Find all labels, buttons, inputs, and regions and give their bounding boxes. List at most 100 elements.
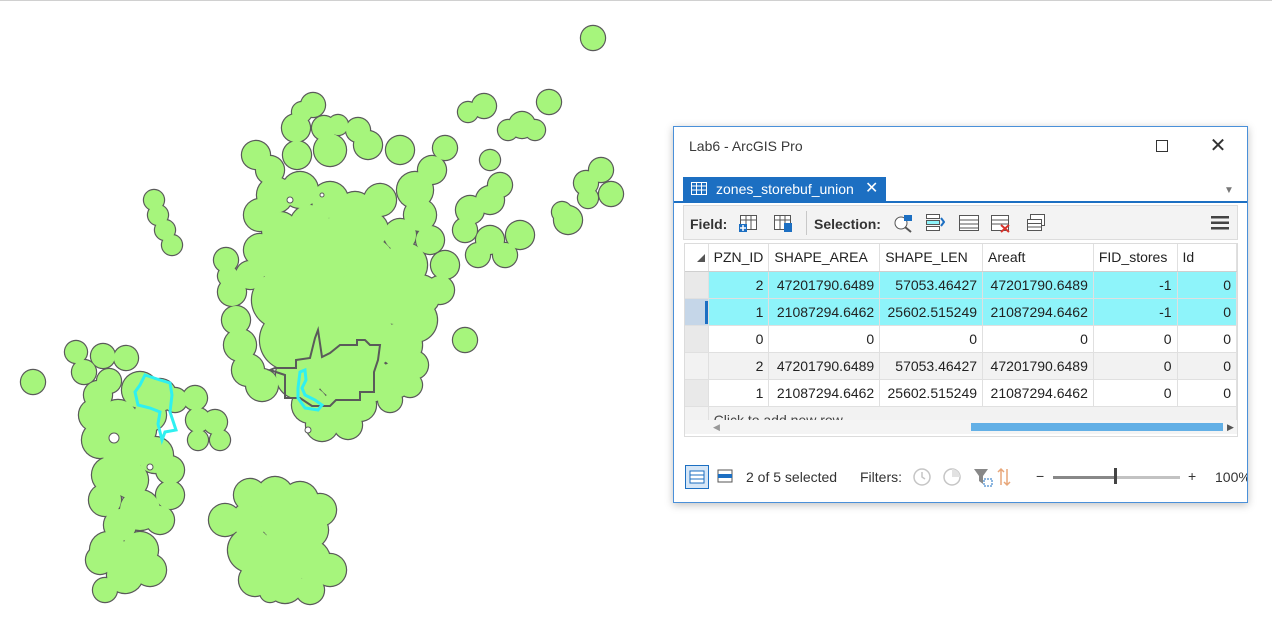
table-cell[interactable]: 47201790.6489 <box>768 352 881 380</box>
time-filter-icon[interactable] <box>912 467 932 487</box>
scroll-right-icon[interactable]: ▶ <box>1227 422 1234 432</box>
table-cell[interactable]: -1 <box>1093 298 1178 326</box>
table-cell[interactable]: 2 <box>708 352 770 380</box>
clear-selection-icon[interactable] <box>991 213 1011 233</box>
buffer-polygon <box>352 212 388 248</box>
column-header-pzn-id[interactable]: PZN_ID <box>708 244 770 272</box>
column-header-shape-area[interactable]: SHAPE_AREA <box>768 244 881 272</box>
table-cell[interactable]: 0 <box>1177 325 1237 353</box>
zoom-out-button[interactable]: − <box>1036 468 1045 484</box>
attribute-grid[interactable]: PZN_ID SHAPE_AREA SHAPE_LEN Areaft FID_s… <box>684 243 1238 437</box>
buffer-polygon <box>260 582 280 602</box>
sort-icon[interactable] <box>996 467 1012 487</box>
table-cell[interactable]: 0 <box>1093 325 1178 353</box>
buffer-polygon <box>210 430 230 450</box>
table-cell[interactable]: 0 <box>982 325 1094 353</box>
table-cell[interactable]: 25602.515249 <box>879 379 984 407</box>
polygon-hole <box>146 463 154 471</box>
buffer-polygon <box>246 369 278 401</box>
table-cell[interactable]: 0 <box>1093 379 1178 407</box>
select-all-icon[interactable] <box>959 213 979 233</box>
buffer-polygon <box>498 120 518 140</box>
row-header[interactable] <box>685 379 709 407</box>
table-row[interactable]: 1 21087294.6462 25602.515249 21087294.64… <box>685 379 1237 407</box>
row-header[interactable] <box>685 352 709 380</box>
table-cell[interactable]: 47201790.6489 <box>982 352 1094 380</box>
field-label: Field: <box>690 216 728 232</box>
table-cell[interactable]: -1 <box>1093 271 1178 299</box>
buffer-polygons[interactable] <box>19 24 625 606</box>
column-header-fid-stores[interactable]: FID_stores <box>1093 244 1178 272</box>
table-cell[interactable]: 0 <box>708 325 770 353</box>
horizontal-scrollbar[interactable]: ◀ ▶ <box>685 420 1237 434</box>
show-all-records-button[interactable] <box>685 465 709 489</box>
title-bar[interactable]: Lab6 - ArcGIS Pro ✕ <box>674 127 1247 165</box>
tab-zones-storebuf-union[interactable]: zones_storebuf_union ✕ <box>683 177 886 201</box>
polygon-hole <box>286 196 294 204</box>
selected-zone-outlines[interactable] <box>133 367 325 446</box>
buffer-polygon <box>292 512 328 548</box>
buffer-polygon <box>433 136 457 160</box>
row-header-current[interactable] <box>685 298 709 326</box>
buffer-polygon <box>162 235 182 255</box>
scroll-left-icon[interactable]: ◀ <box>713 422 720 432</box>
table-row[interactable]: 2 47201790.6489 57053.46427 47201790.648… <box>685 271 1237 299</box>
buffer-polygon <box>218 266 238 286</box>
column-header-shape-len[interactable]: SHAPE_LEN <box>879 244 984 272</box>
buffer-polygon <box>107 557 143 593</box>
buffer-polygon <box>214 248 238 272</box>
tab-menu-dropdown[interactable]: ▼ <box>1224 185 1234 196</box>
table-cell[interactable]: 0 <box>1093 352 1178 380</box>
tab-strip: zones_storebuf_union ✕ ▼ <box>674 177 1247 203</box>
column-header-id[interactable]: Id <box>1177 244 1237 272</box>
show-selected-records-button[interactable] <box>714 465 738 489</box>
table-cell[interactable]: 0 <box>879 325 984 353</box>
table-cell[interactable]: 2 <box>708 271 770 299</box>
table-cell[interactable]: 21087294.6462 <box>982 379 1094 407</box>
zoom-slider-handle[interactable] <box>1113 468 1117 484</box>
table-row[interactable]: 0 0 0 0 0 0 <box>685 325 1237 353</box>
filter-by-extent-icon[interactable] <box>973 467 993 487</box>
hamburger-menu-icon[interactable] <box>1210 213 1230 233</box>
buffer-polygon <box>334 411 362 439</box>
table-cell[interactable]: 47201790.6489 <box>768 271 881 299</box>
table-cell[interactable]: 57053.46427 <box>879 352 984 380</box>
row-header[interactable] <box>685 325 709 353</box>
table-cell[interactable]: 25602.515249 <box>879 298 984 326</box>
table-cell[interactable]: 0 <box>768 325 881 353</box>
table-cell[interactable]: 0 <box>1177 271 1237 299</box>
buffer-polygon <box>354 131 382 159</box>
table-cell[interactable]: 0 <box>1177 298 1237 326</box>
table-cell[interactable]: 57053.46427 <box>879 271 984 299</box>
buffer-polygon <box>506 221 534 249</box>
add-field-icon[interactable] <box>739 213 759 233</box>
range-filter-icon[interactable] <box>942 467 962 487</box>
select-all-corner[interactable] <box>685 244 709 272</box>
tab-close-button[interactable]: ✕ <box>865 180 879 197</box>
buffer-polygon <box>234 479 266 511</box>
table-cell[interactable]: 21087294.6462 <box>768 298 881 326</box>
row-header[interactable] <box>685 271 709 299</box>
table-cell[interactable]: 0 <box>1177 379 1237 407</box>
table-row[interactable]: 2 47201790.6489 57053.46427 47201790.648… <box>685 352 1237 380</box>
select-by-attributes-icon[interactable] <box>893 213 913 233</box>
close-window-button[interactable]: ✕ <box>1209 135 1227 157</box>
zoom-in-button[interactable]: + <box>1188 468 1197 484</box>
table-cell[interactable]: 1 <box>708 298 770 326</box>
column-header-areaft[interactable]: Areaft <box>982 244 1094 272</box>
attribute-table-window[interactable]: Lab6 - ArcGIS Pro ✕ zones_storebuf_union… <box>673 126 1248 503</box>
table-cell[interactable]: 21087294.6462 <box>982 298 1094 326</box>
table-cell[interactable]: 1 <box>708 379 770 407</box>
scrollbar-thumb[interactable] <box>971 423 1223 431</box>
table-cell[interactable]: 0 <box>1177 352 1237 380</box>
buffer-polygon <box>155 220 175 240</box>
copy-selected-icon[interactable] <box>1026 213 1046 233</box>
maximize-button[interactable] <box>1144 133 1180 159</box>
table-cell[interactable]: 21087294.6462 <box>768 379 881 407</box>
switch-selection-icon[interactable] <box>925 213 945 233</box>
buffer-polygon <box>209 504 241 536</box>
table-row[interactable]: 1 21087294.6462 25602.515249 21087294.64… <box>685 298 1237 326</box>
calculate-field-icon[interactable] <box>773 213 793 233</box>
table-cell[interactable]: 47201790.6489 <box>982 271 1094 299</box>
